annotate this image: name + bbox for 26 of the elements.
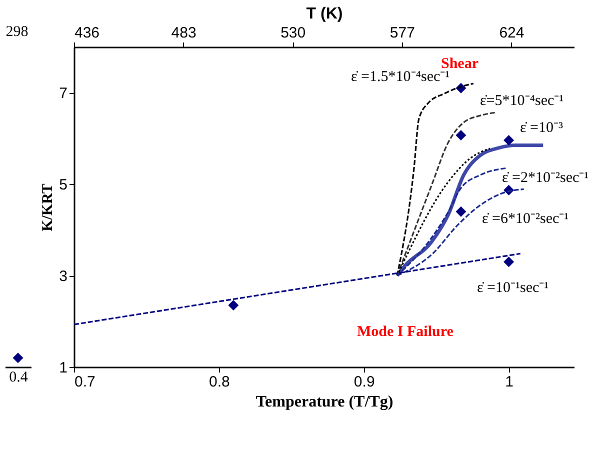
x-tick-label: 1 [505,374,514,390]
annotation: ε̇ =1.5*10⁻⁴sec⁻¹ [351,69,450,85]
x2-tick-label: 483 [171,24,196,42]
y-tick-label: 3 [59,268,68,286]
y-tick-label: 1 [59,360,68,376]
annotation: Shear [441,56,479,72]
annotation: ε̇=5*10⁻⁴sec⁻¹ [480,93,564,109]
y-tick-label: 7 [59,85,68,102]
annotation: ε̇ =10⁻³ [520,120,564,136]
annotation: ε̇ =2*10⁻²sec⁻¹ [502,170,589,186]
x-axis-title: Temperature (T/Tg) [256,394,394,410]
text: 298 [6,24,28,40]
x-tick-label: 0.9 [354,374,375,390]
annotation: Mode I Failure [357,324,454,340]
y-tick-label: 5 [59,176,68,194]
x-tick-label: 0.4 [9,370,28,386]
x2-tick-label: 530 [280,24,306,42]
annotation: ε̇ =6*10⁻²sec⁻¹ [482,211,569,227]
y-axis-title: K/KRT [40,184,56,232]
x-tick-label: 0.7 [74,374,96,390]
annotation: ε̇ =10⁻¹sec⁻¹ [477,280,549,296]
x-tick-label: 0.8 [209,374,230,390]
x2-axis-title: T (K) [306,6,343,22]
x2-tick-label: 436 [74,24,100,42]
x2-tick-label: 624 [499,24,524,42]
x2-tick-label: 577 [390,24,415,42]
